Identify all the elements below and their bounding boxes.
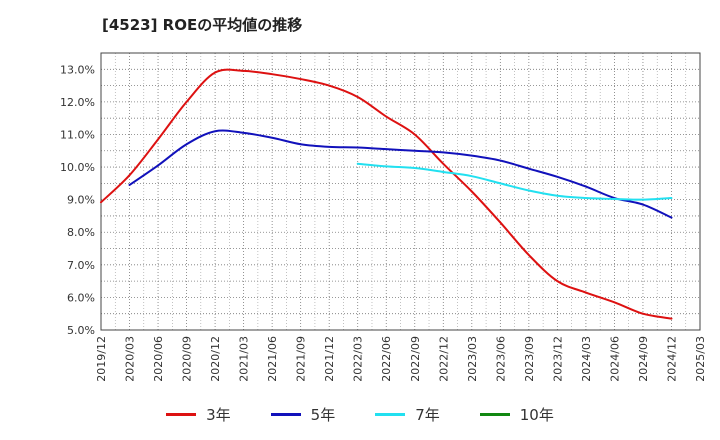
x-tick-label: 2023/06 [494,336,507,382]
x-tick-label: 2019/12 [95,336,108,382]
y-tick-label: 10.0% [60,161,95,174]
x-tick-label: 2021/09 [295,336,308,382]
x-tick-label: 2022/09 [409,336,422,382]
legend-swatch-10y [479,413,510,416]
legend-item-7y: 7年 [375,404,440,425]
x-tick-label: 2022/12 [437,336,450,382]
legend: 3年 5年 7年 10年 [0,404,720,425]
legend-label-10y: 10年 [519,406,554,424]
y-tick-label: 11.0% [60,128,95,141]
y-tick-label: 12.0% [60,96,95,109]
y-tick-label: 5.0% [67,324,95,337]
x-tick-label: 2021/12 [323,336,336,382]
legend-swatch-3y [166,413,197,416]
y-tick-label: 6.0% [67,291,95,304]
series-line-0 [100,68,673,320]
legend-swatch-5y [270,413,301,416]
x-tick-label: 2020/03 [124,336,137,382]
series-line-1 [128,129,673,219]
plot-frame [100,52,701,331]
x-tick-label: 2023/12 [551,336,564,382]
x-tick-label: 2021/03 [238,336,251,382]
x-tick-label: 2022/03 [352,336,365,382]
y-tick-label: 8.0% [67,226,95,239]
y-tick-label: 7.0% [67,259,95,272]
legend-label-3y: 3年 [206,406,231,424]
x-tick-label: 2023/03 [466,336,479,382]
x-tick-label: 2024/06 [608,336,621,382]
x-tick-label: 2020/06 [152,336,165,382]
legend-label-7y: 7年 [415,406,440,424]
y-tick-label: 9.0% [67,194,95,207]
legend-item-5y: 5年 [270,404,336,425]
x-tick-label: 2020/09 [181,336,194,382]
y-tick-label: 13.0% [60,63,95,76]
x-tick-label: 2024/03 [580,336,593,382]
legend-swatch-7y [375,413,406,416]
chart-title: [4523] ROEの平均値の推移 [102,16,303,34]
x-tick-label: 2024/09 [637,336,650,382]
legend-label-5y: 5年 [310,406,336,424]
legend-item-10y: 10年 [479,404,554,425]
series-line-2 [356,162,673,201]
x-tick-label: 2024/12 [665,336,678,382]
x-tick-label: 2025/03 [694,336,707,382]
x-tick-label: 2020/12 [209,336,222,382]
x-tick-label: 2021/06 [266,336,279,382]
x-tick-label: 2023/09 [523,336,536,382]
x-tick-label: 2022/06 [380,336,393,382]
legend-item-3y: 3年 [166,404,231,425]
